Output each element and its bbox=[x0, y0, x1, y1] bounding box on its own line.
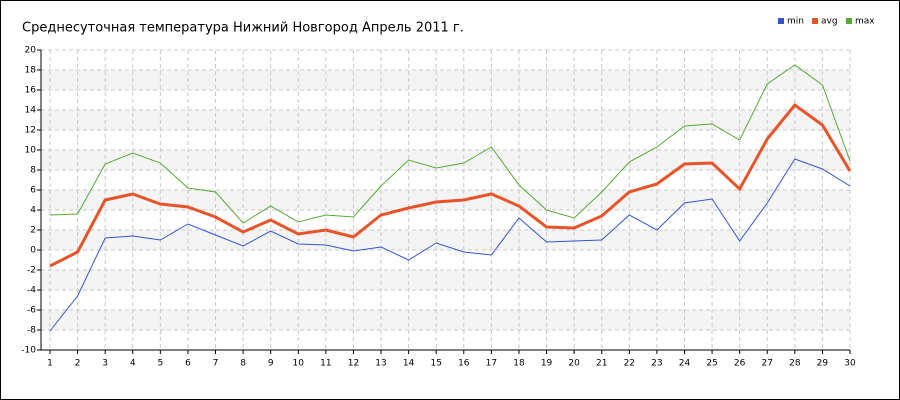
x-tick-label: 21 bbox=[596, 359, 607, 369]
x-tick-label: 22 bbox=[624, 359, 635, 369]
line-series bbox=[49, 102, 852, 268]
x-tick-label: 4 bbox=[130, 359, 136, 369]
y-tick-label: 0 bbox=[30, 246, 36, 256]
y-tick-label: -2 bbox=[27, 266, 36, 276]
y-tick-label: 12 bbox=[25, 126, 36, 136]
band bbox=[41, 70, 850, 90]
legend-swatch bbox=[778, 18, 784, 24]
y-tick-label: 18 bbox=[25, 66, 37, 76]
legend-label: min bbox=[787, 17, 804, 27]
x-tick-label: 29 bbox=[817, 359, 829, 369]
band bbox=[41, 310, 850, 330]
x-tick-label: 20 bbox=[568, 359, 580, 369]
y-tick-label: -6 bbox=[27, 306, 36, 316]
line-series bbox=[49, 158, 851, 332]
x-tick-label: 11 bbox=[320, 359, 331, 369]
y-tick-label: 16 bbox=[25, 86, 37, 96]
x-tick-label: 3 bbox=[102, 359, 108, 369]
band bbox=[41, 230, 850, 250]
y-tick-label: 8 bbox=[30, 166, 36, 176]
legend-label: max bbox=[855, 17, 875, 27]
y-tick-label: 6 bbox=[30, 186, 36, 196]
x-tick-label: 18 bbox=[513, 359, 525, 369]
x-tick-label: 9 bbox=[268, 359, 274, 369]
y-tick-label: 14 bbox=[25, 106, 37, 116]
x-tick-label: 14 bbox=[403, 359, 415, 369]
y-tick-label: 20 bbox=[25, 46, 37, 56]
line-series bbox=[49, 64, 851, 224]
y-tick-label: 2 bbox=[30, 226, 36, 236]
y-tick-label: -8 bbox=[27, 326, 36, 336]
y-tick-label: -4 bbox=[27, 286, 36, 296]
legend-label: avg bbox=[821, 17, 838, 27]
x-tick-label: 30 bbox=[844, 359, 856, 369]
chart-title: Среднесуточная температура Нижний Новгор… bbox=[22, 21, 464, 36]
band bbox=[41, 150, 850, 170]
band bbox=[41, 270, 850, 290]
y-tick-label: 4 bbox=[30, 206, 36, 216]
x-tick-label: 26 bbox=[734, 359, 746, 369]
x-tick-label: 19 bbox=[541, 359, 553, 369]
y-tick-label: -10 bbox=[21, 346, 36, 356]
x-tick-label: 7 bbox=[213, 359, 219, 369]
x-tick-label: 8 bbox=[240, 359, 246, 369]
x-tick-label: 17 bbox=[486, 359, 497, 369]
x-tick-label: 10 bbox=[293, 359, 305, 369]
x-tick-label: 1 bbox=[47, 359, 53, 369]
x-tick-label: 6 bbox=[185, 359, 191, 369]
x-tick-label: 27 bbox=[762, 359, 773, 369]
x-tick-label: 15 bbox=[430, 359, 441, 369]
x-tick-label: 25 bbox=[706, 359, 717, 369]
legend-swatch bbox=[812, 18, 818, 24]
x-tick-label: 24 bbox=[679, 359, 691, 369]
x-tick-label: 5 bbox=[157, 359, 163, 369]
x-tick-label: 13 bbox=[375, 359, 386, 369]
y-tick-label: 10 bbox=[25, 146, 37, 156]
x-tick-label: 28 bbox=[789, 359, 801, 369]
x-tick-label: 2 bbox=[75, 359, 81, 369]
x-tick-label: 16 bbox=[458, 359, 470, 369]
x-tick-label: 23 bbox=[651, 359, 662, 369]
band bbox=[41, 110, 850, 130]
x-tick-label: 12 bbox=[348, 359, 359, 369]
legend-swatch bbox=[846, 18, 852, 24]
